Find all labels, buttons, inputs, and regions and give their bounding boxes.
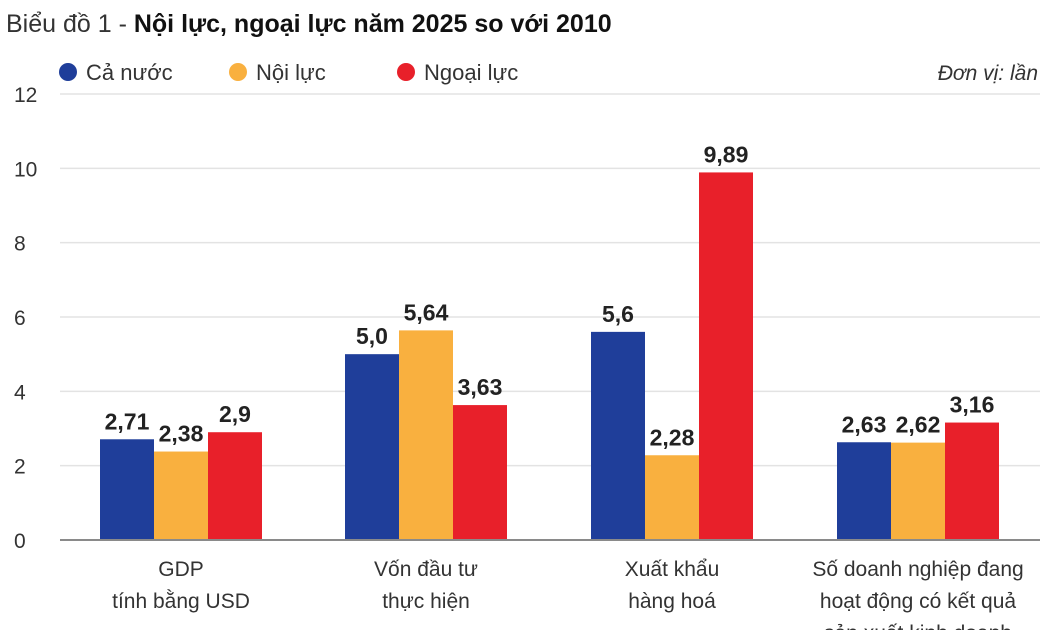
bar-4-2 — [891, 442, 945, 540]
legend-marker-1 — [59, 63, 77, 81]
data-labels: 2,71 2,38 2,9 5,0 5,64 3,63 5,6 2,28 9,89 2,63 2,6… — [105, 141, 995, 450]
bar-1-1 — [100, 439, 154, 540]
data-label-3-2: 2,28 — [650, 424, 695, 450]
x-category-label: thực hiện — [382, 590, 470, 613]
legend-marker-3 — [397, 63, 415, 81]
x-category-label: hàng hoá — [628, 590, 716, 613]
bar-2-2 — [399, 330, 453, 540]
y-tick-label: 6 — [14, 307, 26, 330]
data-label-4-2: 2,62 — [896, 412, 941, 438]
chart-title: Biểu đồ 1 - Nội lực, ngoại lực năm 2025 … — [6, 10, 612, 38]
y-tick-label: 0 — [14, 530, 26, 553]
bars — [100, 172, 999, 540]
data-label-2-2: 5,64 — [404, 299, 449, 325]
bar-4-3 — [945, 422, 999, 540]
legend-label-3: Ngoại lực — [424, 60, 518, 85]
data-label-3-3: 9,89 — [704, 141, 749, 167]
data-label-1-3: 2,9 — [219, 401, 251, 427]
y-tick-label: 12 — [14, 84, 37, 107]
x-category-label: Xuất khẩu — [625, 558, 720, 581]
x-axis-labels: GDP tính bằng USD Vốn đầu tư thực hiện Xuất … — [112, 558, 1024, 630]
y-tick-label: 4 — [14, 381, 26, 404]
bar-1-2 — [154, 451, 208, 540]
x-category-label: sản xuất kinh doanh — [824, 622, 1012, 630]
legend-label-1: Cả nước — [86, 60, 173, 85]
legend-label-2: Nội lực — [256, 60, 326, 85]
bar-3-2 — [645, 455, 699, 540]
bar-2-3 — [453, 405, 507, 540]
data-label-4-1: 2,63 — [842, 411, 887, 437]
bar-1-3 — [208, 432, 262, 540]
unit-label: Đơn vị: lần — [938, 62, 1038, 85]
data-label-4-3: 3,16 — [950, 392, 995, 418]
y-tick-label: 2 — [14, 456, 26, 479]
y-axis: 0 2 4 6 8 10 12 — [14, 84, 37, 553]
y-tick-label: 8 — [14, 233, 26, 256]
data-label-1-1: 2,71 — [105, 408, 150, 434]
data-label-1-2: 2,38 — [159, 421, 204, 447]
data-label-3-1: 5,6 — [602, 301, 634, 327]
bar-2-1 — [345, 354, 399, 540]
legend-marker-2 — [229, 63, 247, 81]
bar-3-1 — [591, 331, 645, 540]
chart-title-main: Nội lực, ngoại lực năm 2025 so với 2010 — [134, 10, 612, 38]
x-category-label: GDP — [158, 558, 204, 581]
bar-3-3 — [699, 172, 753, 540]
gridlines — [60, 93, 1040, 467]
x-category-label: Vốn đầu tư — [374, 558, 478, 581]
y-tick-label: 10 — [14, 158, 37, 181]
data-label-2-3: 3,63 — [458, 374, 503, 400]
x-category-label: tính bằng USD — [112, 590, 250, 613]
x-category-label: Số doanh nghiệp đang — [812, 558, 1023, 581]
data-label-2-1: 5,0 — [356, 323, 388, 349]
x-category-label: hoạt động có kết quả — [820, 590, 1016, 613]
bar-4-1 — [837, 442, 891, 540]
chart-title-prefix: Biểu đồ 1 - — [6, 10, 134, 38]
legend: Cả nước Nội lực Ngoại lực — [59, 60, 518, 85]
